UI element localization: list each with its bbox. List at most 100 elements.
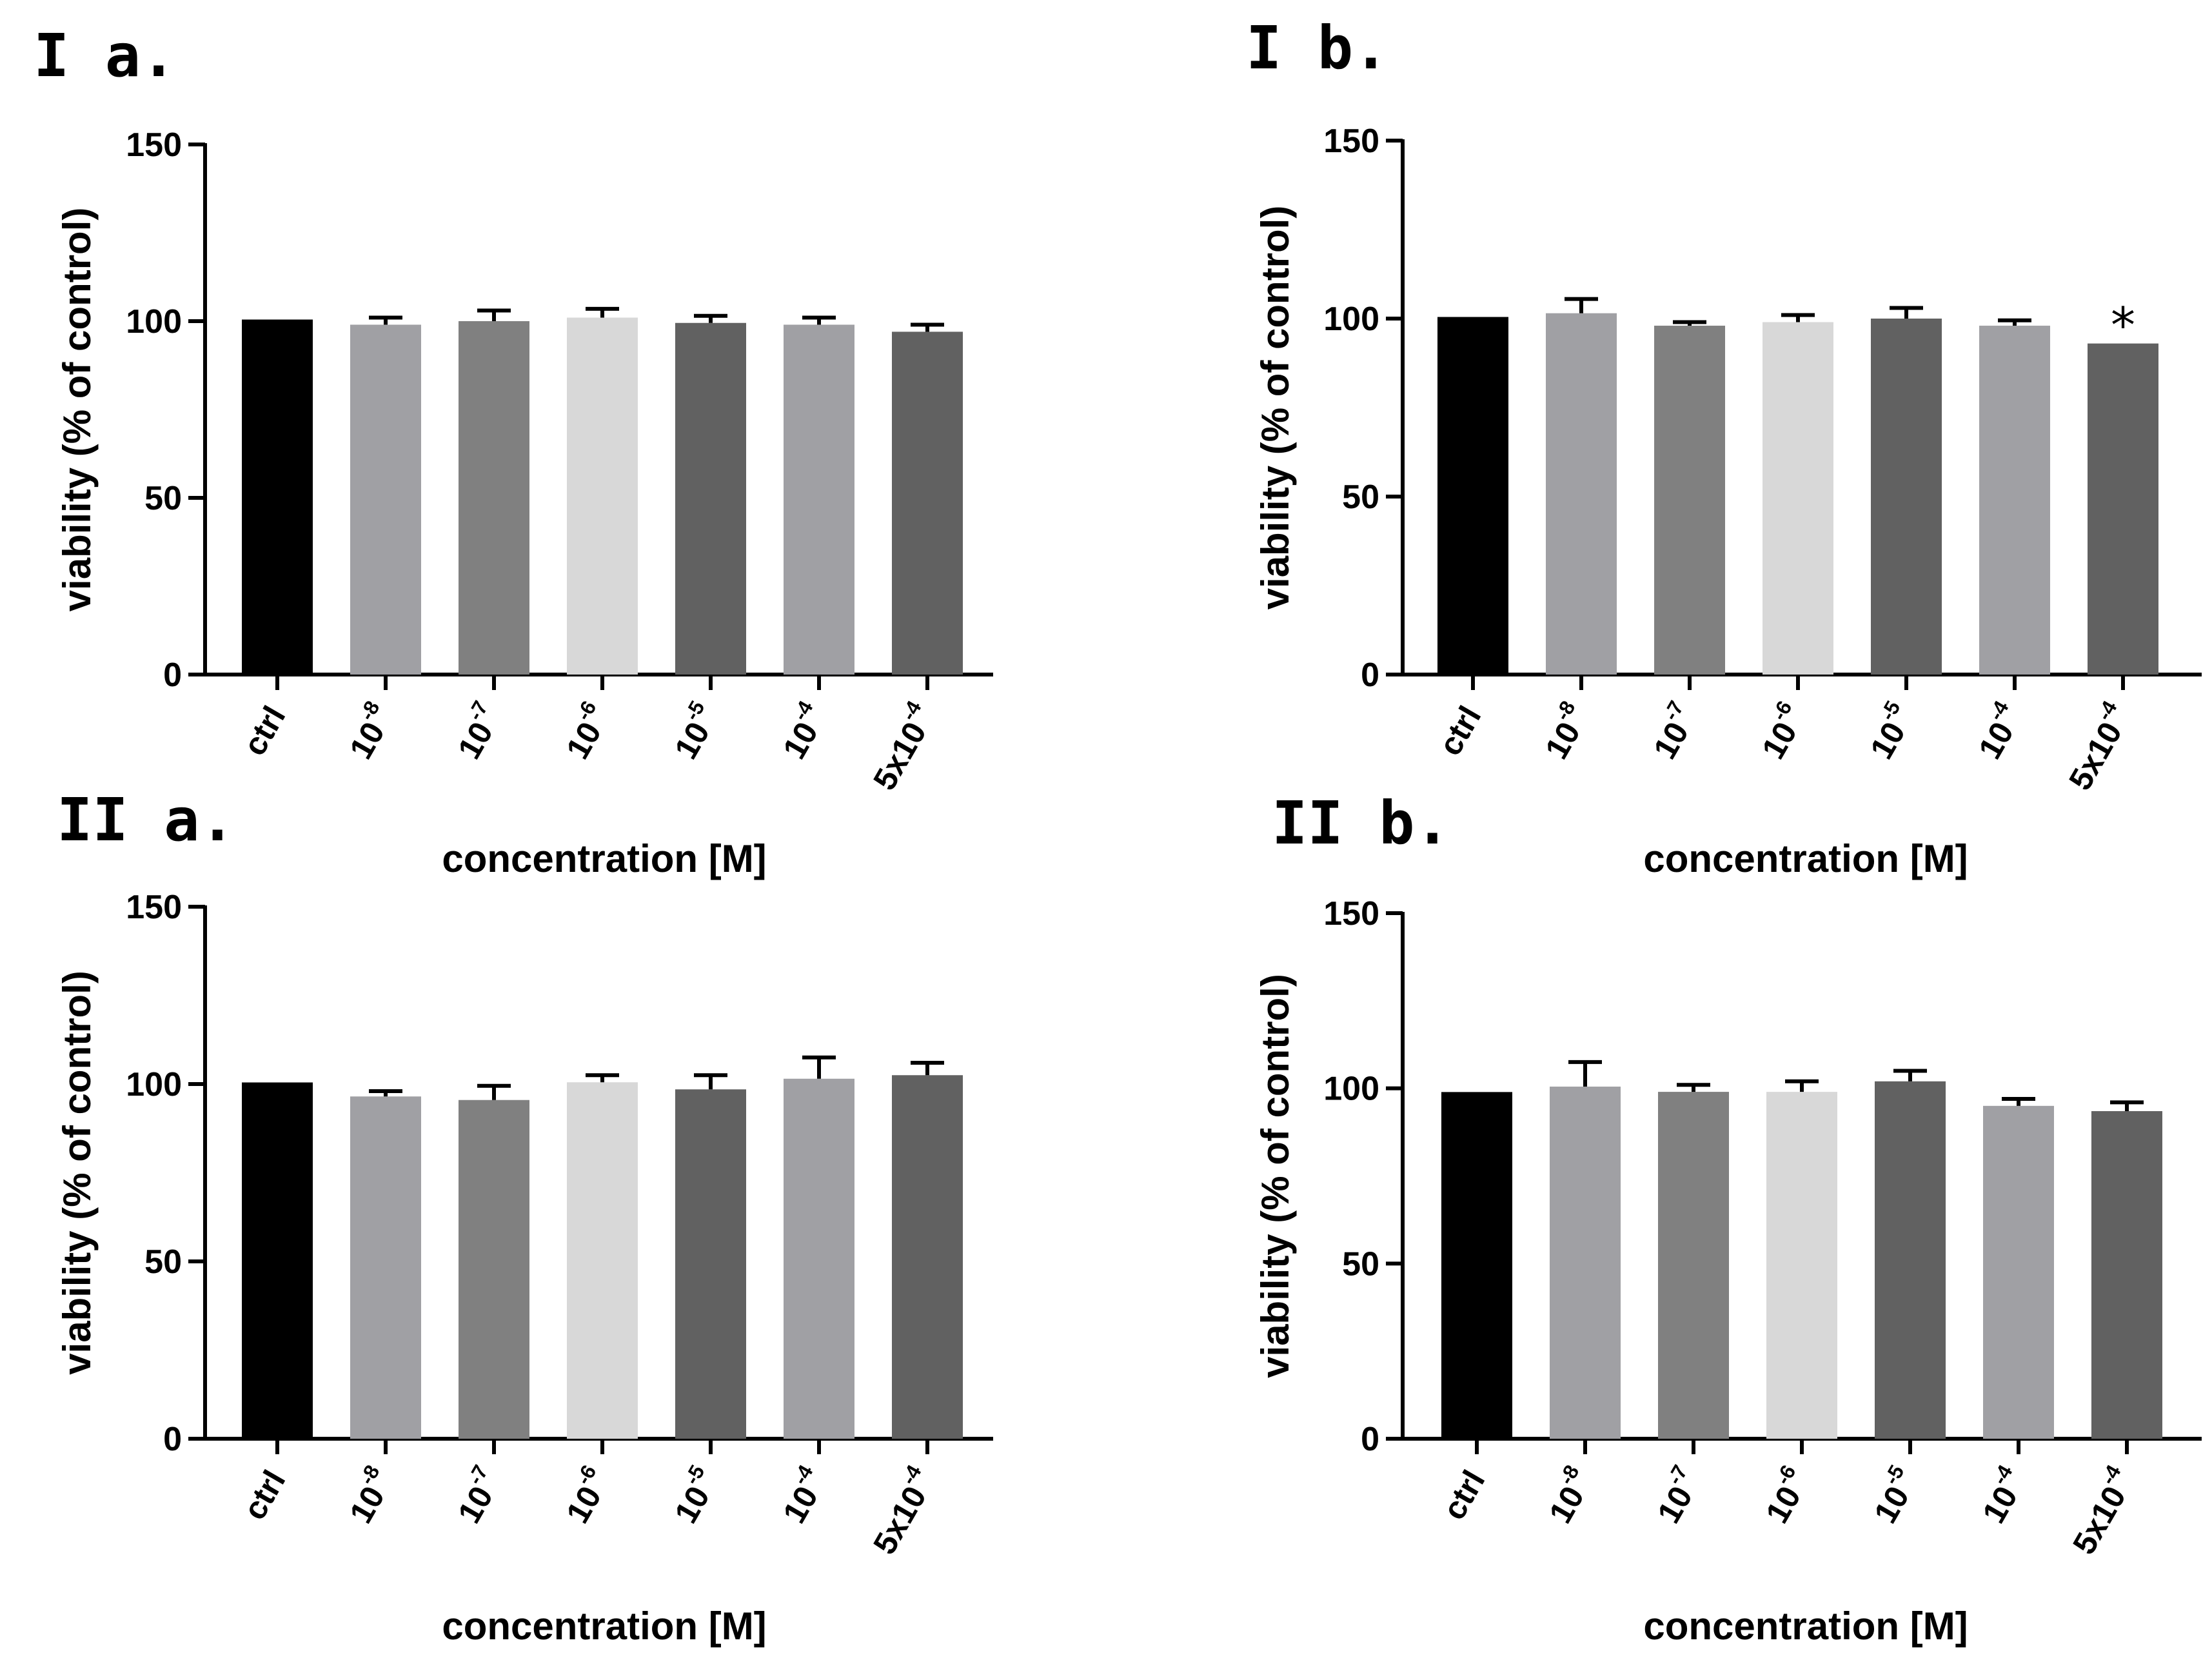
bar-2 (1654, 326, 1725, 675)
category-base: 10 (1971, 716, 2020, 765)
panel-IIa: II a. 0 50 100 150 viability (% of control) co… (55, 785, 993, 1648)
category-label-1: 10-8 (337, 1461, 400, 1530)
bar-0 (242, 321, 313, 675)
y-axis-title: viability (% of control) (55, 971, 99, 1375)
category-base: 10 (1755, 716, 1804, 765)
category-base: 10 (1759, 1480, 1808, 1529)
category-label-2: 10-7 (1644, 1461, 1708, 1530)
y-tick-label: 100 (1323, 301, 1379, 338)
category-label-0: ctrl (1436, 1465, 1492, 1526)
category-label-4: 10-5 (1861, 1461, 1925, 1530)
x-axis-title: concentration [M] (442, 1604, 766, 1648)
bar-6 (892, 1075, 963, 1439)
category-base: 10 (1542, 1480, 1591, 1529)
category-label-3: 10-6 (553, 697, 617, 765)
category-base: 10 (451, 716, 500, 765)
y-tick-label: 100 (1323, 1071, 1379, 1108)
category-base: 10 (667, 716, 716, 765)
y-tick-label: 100 (126, 1066, 182, 1103)
category-label-5: 10-4 (770, 696, 834, 765)
category-label-1: 10-8 (337, 697, 400, 765)
bar-4 (1875, 1081, 1946, 1439)
y-tick-label: 50 (144, 480, 182, 517)
bar-6 (2088, 343, 2158, 675)
y-tick-label: 150 (126, 126, 182, 164)
category-base: 10 (776, 716, 825, 765)
bar-2 (1658, 1092, 1729, 1439)
category-base: 5x10 (2066, 1480, 2133, 1560)
bar-3 (567, 317, 638, 675)
category-base: 5x10 (866, 716, 933, 796)
category-label-2: 10-7 (1641, 697, 1704, 765)
bar-6 (892, 331, 963, 675)
category-label-3: 10-6 (553, 1461, 617, 1530)
category-base: 5x10 (866, 1480, 933, 1560)
bar-1 (1546, 313, 1617, 675)
y-axis-title: viability (% of control) (1254, 206, 1297, 610)
y-tick-label: 0 (163, 1421, 182, 1458)
category-base: 10 (1650, 1480, 1699, 1529)
category-base: ctrl (236, 700, 292, 762)
category-base: 10 (1538, 716, 1587, 765)
y-tick-label: 0 (1361, 656, 1379, 694)
category-base: 10 (342, 1480, 391, 1529)
bar-3 (567, 1082, 638, 1439)
x-axis-title: concentration [M] (1643, 1604, 1968, 1648)
category-base: 10 (342, 716, 391, 765)
category-label-4: 10-5 (1857, 697, 1921, 765)
category-label-5: 10-4 (1966, 696, 2029, 765)
y-tick-label: 150 (126, 889, 182, 926)
category-base: 10 (1867, 1480, 1916, 1529)
bar-1 (1550, 1086, 1621, 1439)
category-base: ctrl (236, 1465, 292, 1526)
bar-4 (675, 1089, 746, 1439)
category-base: ctrl (1432, 700, 1488, 762)
bar-5 (784, 324, 854, 675)
category-label-5: 10-4 (1970, 1461, 2033, 1529)
bar-3 (1766, 1092, 1837, 1439)
category-base: 5x10 (2062, 716, 2129, 796)
bar-1 (350, 324, 421, 675)
bar-4 (675, 322, 746, 675)
bar-0 (1437, 319, 1508, 675)
category-label-6: 5x10-4 (2057, 696, 2138, 796)
bar-6 (2091, 1110, 2162, 1439)
y-tick-label: 50 (1342, 1245, 1379, 1283)
panel-label: II a. (57, 785, 235, 854)
category-label-2: 10-7 (445, 697, 509, 765)
y-tick-label: 0 (163, 656, 182, 694)
category-label-2: 10-7 (445, 1461, 509, 1530)
category-label-6: 5x10-4 (2060, 1461, 2142, 1560)
category-label-3: 10-6 (1749, 697, 1813, 765)
bar-4 (1871, 319, 1942, 675)
category-label-6: 5x10-4 (861, 1461, 943, 1560)
bar-5 (784, 1078, 854, 1439)
category-base: ctrl (1436, 1465, 1492, 1526)
category-label-0: ctrl (1432, 700, 1488, 762)
panel-label: I b. (1246, 14, 1389, 83)
bar-0 (1441, 1093, 1512, 1439)
category-label-1: 10-8 (1532, 697, 1596, 765)
x-axis-title: concentration [M] (442, 837, 766, 880)
y-axis-title: viability (% of control) (55, 208, 99, 612)
panel-label: I a. (34, 21, 177, 90)
y-axis-title: viability (% of control) (1254, 974, 1297, 1378)
category-label-1: 10-8 (1536, 1461, 1600, 1530)
y-tick-label: 150 (1323, 895, 1379, 933)
y-tick-label: 100 (126, 303, 182, 340)
category-base: 10 (667, 1480, 716, 1529)
category-base: 10 (559, 716, 608, 765)
panel-IIb: II b. 0 50 100 150 viability (% of control) co… (1254, 789, 2202, 1648)
significance-mark: * (2111, 297, 2135, 354)
category-base: 10 (776, 1480, 825, 1529)
y-tick-label: 50 (144, 1243, 182, 1281)
category-base: 10 (1863, 716, 1912, 765)
y-tick-label: 0 (1361, 1421, 1379, 1458)
bar-5 (1983, 1105, 2054, 1439)
bar-2 (459, 321, 529, 675)
y-tick-label: 150 (1323, 123, 1379, 160)
category-base: 10 (451, 1480, 500, 1529)
x-axis-title: concentration [M] (1643, 837, 1968, 880)
